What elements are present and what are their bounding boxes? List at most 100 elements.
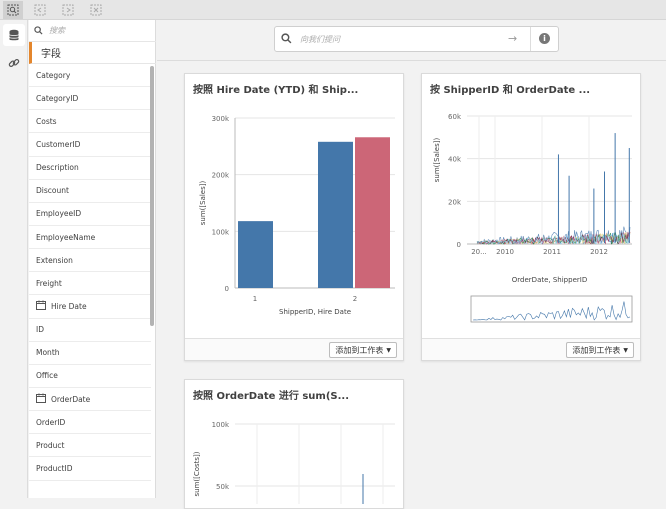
add-to-sheet-label: 添加到工作表 bbox=[335, 345, 384, 355]
field-label: ProductID bbox=[36, 463, 73, 473]
navigator-line bbox=[472, 301, 631, 321]
field-item[interactable]: Month bbox=[29, 342, 151, 365]
add-to-sheet-button[interactable]: 添加到工作表 ▼ bbox=[329, 342, 397, 358]
x-tick-label: 2011 bbox=[543, 248, 561, 256]
divider bbox=[530, 27, 531, 51]
chart-card-sales-by-shipper-hiredate[interactable]: 按照 Hire Date (YTD) 和 Ship... 0 100k 200k 30… bbox=[184, 73, 404, 361]
fields-scrollbar[interactable] bbox=[150, 66, 154, 326]
field-label: Category bbox=[36, 70, 71, 80]
card-footer: 添加到工作表 ▼ bbox=[422, 338, 640, 360]
link-icon[interactable] bbox=[3, 52, 25, 74]
field-label: Hire Date bbox=[51, 301, 87, 311]
step-back-icon[interactable] bbox=[30, 1, 50, 19]
search-icon bbox=[281, 33, 292, 44]
chevron-down-icon: ▼ bbox=[623, 346, 628, 354]
ask-search-box[interactable]: 向我们提问 → i bbox=[274, 26, 559, 52]
field-item[interactable]: ID bbox=[29, 319, 151, 342]
line-chart[interactable]: 0 20k 40k 60k 20... 2010 2011 2012 OrderDate, Sh… bbox=[422, 98, 642, 348]
field-label: Description bbox=[36, 163, 79, 173]
info-icon[interactable]: i bbox=[539, 33, 550, 44]
y-tick-label: 200k bbox=[212, 172, 230, 180]
y-axis-label: sum([Costs]) bbox=[193, 451, 201, 496]
x-tick-label: 2010 bbox=[496, 248, 514, 256]
field-label: CustomerID bbox=[36, 139, 81, 149]
clear-selections-icon[interactable] bbox=[86, 1, 106, 19]
field-item[interactable]: Product bbox=[29, 434, 151, 458]
database-icon[interactable] bbox=[3, 24, 25, 46]
chart-card-title: 按照 Hire Date (YTD) 和 Ship... bbox=[193, 85, 359, 96]
bar bbox=[318, 141, 353, 288]
field-item[interactable]: Extension bbox=[29, 249, 151, 273]
field-label: OrderID bbox=[36, 417, 66, 427]
y-tick-label: 100k bbox=[212, 421, 230, 429]
field-item[interactable]: Hire Date bbox=[29, 295, 151, 319]
y-tick-label: 0 bbox=[457, 241, 461, 249]
field-label: Extension bbox=[36, 255, 73, 265]
add-to-sheet-label: 添加到工作表 bbox=[572, 345, 621, 355]
submit-arrow-icon[interactable]: → bbox=[508, 32, 518, 45]
fields-panel: 搜索 字段 Category CategoryID Costs CustomerID D… bbox=[29, 20, 156, 498]
bar bbox=[355, 137, 390, 288]
chart-card-title: 按 ShipperID 和 OrderDate ... bbox=[430, 85, 591, 96]
field-label: Month bbox=[36, 348, 60, 358]
field-item[interactable]: Freight bbox=[29, 272, 151, 296]
fields-search-box[interactable]: 搜索 bbox=[29, 20, 156, 42]
field-label: CategoryID bbox=[36, 93, 79, 103]
x-tick-label: 20... bbox=[471, 248, 487, 256]
y-axis-label: sum([Sales]) bbox=[199, 181, 207, 226]
field-item[interactable]: CustomerID bbox=[29, 133, 151, 157]
search-icon bbox=[34, 26, 43, 35]
x-tick-label: 1 bbox=[253, 295, 257, 303]
y-tick-label: 300k bbox=[212, 115, 230, 123]
field-item[interactable]: EmployeeName bbox=[29, 226, 151, 250]
field-label: EmployeeID bbox=[36, 209, 82, 219]
y-tick-label: 60k bbox=[448, 113, 462, 121]
field-label: Office bbox=[36, 371, 58, 381]
field-item[interactable]: Description bbox=[29, 157, 151, 180]
y-tick-label: 0 bbox=[225, 285, 229, 293]
x-axis-label: ShipperID, Hire Date bbox=[279, 308, 351, 316]
chart-card-costs-by-orderdate[interactable]: 按照 OrderDate 进行 sum(S... 100k 50k sum([Cos… bbox=[184, 379, 404, 509]
field-label: EmployeeName bbox=[36, 232, 96, 242]
ask-placeholder: 向我们提问 bbox=[300, 35, 340, 44]
calendar-icon bbox=[36, 393, 46, 405]
x-axis-label: OrderDate, ShipperID bbox=[512, 276, 587, 284]
bar bbox=[238, 221, 273, 288]
field-label: Freight bbox=[36, 278, 62, 288]
add-to-sheet-button[interactable]: 添加到工作表 ▼ bbox=[566, 342, 634, 358]
field-item[interactable]: ProductID bbox=[29, 457, 151, 481]
field-label: Discount bbox=[36, 186, 69, 196]
chart-card-sales-by-shipper-orderdate[interactable]: 按 ShipperID 和 OrderDate ... 0 20k 40k 60k 20… bbox=[421, 73, 641, 361]
range-navigator bbox=[470, 295, 633, 323]
card-footer: 添加到工作表 ▼ bbox=[185, 338, 403, 360]
field-item[interactable]: Office bbox=[29, 365, 151, 388]
fields-search-placeholder: 搜索 bbox=[49, 26, 65, 35]
y-axis-label: sum([Sales]) bbox=[433, 138, 441, 183]
field-item[interactable]: OrderID bbox=[29, 411, 151, 435]
y-tick-label: 50k bbox=[216, 483, 230, 491]
field-item[interactable]: Discount bbox=[29, 180, 151, 203]
field-item[interactable]: Category bbox=[29, 64, 151, 88]
field-item[interactable]: OrderDate bbox=[29, 388, 151, 412]
line-chart[interactable]: 100k 50k sum([Costs]) bbox=[185, 404, 405, 504]
field-label: Costs bbox=[36, 116, 57, 126]
field-item[interactable]: EmployeeID bbox=[29, 203, 151, 226]
field-item[interactable]: Costs bbox=[29, 110, 151, 134]
chart-card-title: 按照 OrderDate 进行 sum(S... bbox=[193, 391, 350, 402]
top-toolbar bbox=[0, 0, 666, 20]
field-label: OrderDate bbox=[51, 394, 91, 404]
smart-search-icon[interactable] bbox=[3, 1, 23, 19]
tab-fields[interactable]: 字段 bbox=[29, 42, 156, 64]
field-list: Category CategoryID Costs CustomerID Descrip… bbox=[29, 64, 151, 481]
y-tick-label: 100k bbox=[212, 228, 230, 236]
y-tick-label: 20k bbox=[448, 198, 462, 206]
chevron-down-icon: ▼ bbox=[386, 346, 391, 354]
step-forward-icon[interactable] bbox=[58, 1, 78, 19]
field-label: Product bbox=[36, 440, 65, 450]
field-item[interactable]: CategoryID bbox=[29, 87, 151, 111]
y-tick-label: 40k bbox=[448, 156, 462, 164]
calendar-icon bbox=[36, 300, 46, 312]
x-tick-label: 2012 bbox=[590, 248, 608, 256]
divider bbox=[157, 60, 666, 61]
